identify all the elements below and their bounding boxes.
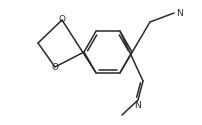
- Text: N: N: [175, 8, 182, 18]
- Text: N: N: [134, 101, 141, 110]
- Text: O: O: [58, 16, 65, 24]
- Text: O: O: [51, 62, 58, 72]
